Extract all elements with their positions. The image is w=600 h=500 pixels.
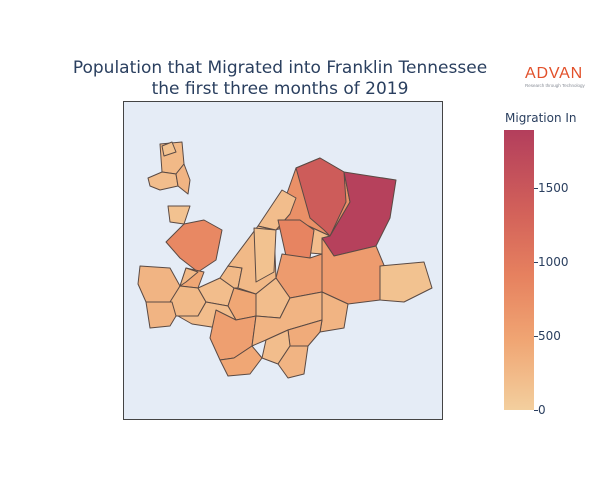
map-area[interactable] (123, 101, 443, 420)
colorbar-tick-label: 1000 (538, 254, 569, 269)
map-region-r9[interactable] (295, 157, 347, 237)
colorbar-tick-label: 1500 (538, 180, 569, 195)
map-region-r24[interactable] (253, 227, 277, 283)
colorbar-tick-label: 0 (538, 403, 546, 417)
chart-title-line2: the first three months of 2019 (151, 79, 409, 99)
map-region-r3[interactable] (175, 163, 191, 195)
colorbar-tick-mark (534, 335, 538, 337)
map-region-r28[interactable] (319, 291, 349, 333)
map-region-r4[interactable] (167, 205, 191, 225)
logo-tagline: Research through Technology (525, 83, 585, 88)
map-region-r5[interactable] (165, 219, 223, 273)
colorbar-tick-mark (534, 261, 538, 263)
map-region-r11[interactable] (277, 219, 315, 259)
chart-title-line1: Population that Migrated into Franklin T… (72, 58, 488, 78)
map-region-r31[interactable] (219, 345, 263, 377)
colorbar-tick-mark (534, 187, 538, 189)
map-region-r32[interactable] (277, 345, 309, 379)
map-region-r33[interactable] (179, 267, 199, 287)
colorbar-tick-label: 500 (538, 328, 561, 343)
map-region-r15[interactable] (379, 261, 433, 303)
map-region-r8[interactable] (257, 189, 297, 231)
map-region-r2[interactable] (147, 171, 179, 191)
choropleth-map (137, 141, 433, 379)
map-region-r34[interactable] (161, 141, 177, 157)
chart-title: Population that Migrated into Franklin T… (60, 58, 500, 100)
advan-logo: ADVAN Research through Technology (525, 65, 595, 89)
logo-wordmark: ADVAN (525, 65, 583, 82)
colorbar-tick-mark (534, 410, 538, 411)
map-region-r18[interactable] (145, 301, 177, 329)
colorbar-title: Migration In (505, 111, 577, 125)
colorbar (504, 130, 534, 410)
